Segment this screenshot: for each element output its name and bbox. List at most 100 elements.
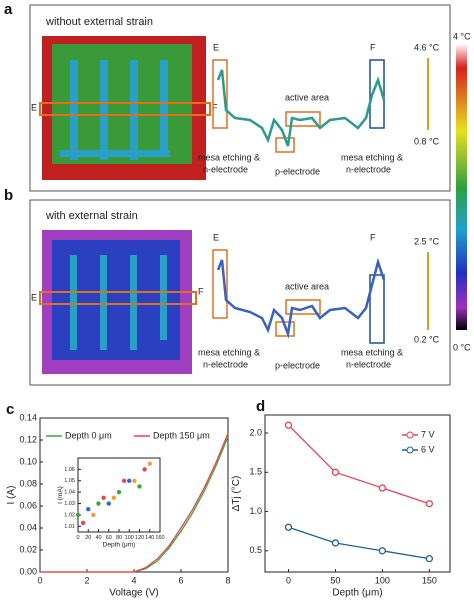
point [142,467,147,472]
annotation: active area [285,92,329,102]
marker: E [213,42,219,52]
series-line [40,433,229,573]
y-tick-label: 0.14 [19,412,37,422]
x-tick-label: 100 [375,575,390,585]
y-tick-label: 2.0 [249,427,262,437]
marker: E [213,232,219,242]
point [378,547,387,555]
x-tick-label: 100 [125,535,134,541]
point [137,484,142,489]
x-tick-label: 0 [286,575,291,585]
axes-frame [264,414,451,573]
box [212,59,228,129]
x-axis-label: Voltage (V) [109,587,158,598]
y-tick-label: 0.10 [19,456,37,466]
frame [29,4,451,192]
y-tick-label: 0.02 [19,544,37,554]
marker: E [31,102,37,112]
profile [216,69,386,147]
scale-label: 0.8 °C [414,136,440,146]
x-tick-label: 140 [145,535,154,541]
point [147,461,152,466]
scale-label: 2.5 °C [414,236,440,246]
box [212,249,228,319]
y-tick-label: 0.06 [19,500,37,510]
marker: F [370,42,376,52]
x-tick-label: 6 [178,575,183,585]
point [127,478,132,483]
series-line [288,526,430,560]
point [284,523,293,531]
point [425,500,433,508]
y-tick-label: 0.5 [249,545,262,555]
x-tick-label: 0 [37,575,42,585]
profile [216,257,386,339]
x-tick-label: 0 [76,535,79,541]
image-stripes [60,60,170,160]
point [86,507,91,512]
annotation: n-electrode [203,164,248,174]
x-axis-label: Depth (μm) [332,587,382,598]
y-tick-label: 0.04 [19,522,37,532]
point [284,421,293,429]
y-tick-label: 1.06 [64,467,75,473]
y-tick-label: 1.5 [249,467,262,477]
box [275,321,295,337]
annotation: n-electrode [346,164,391,174]
box [285,299,321,315]
point [101,495,106,501]
marker: F [212,102,218,112]
y-tick-label: 1.03 [64,501,75,507]
annotation: mesa etching & [341,152,403,162]
annotation: p-electrode [275,166,320,176]
y-axis-label: I (A) [6,486,17,505]
x-axis-label: Depth (μm) [103,541,136,548]
frame [29,199,451,386]
x-tick-label: 4 [131,575,136,585]
panel-title: with external strain [45,210,138,222]
y-tick-label: 1.0 [249,506,262,516]
image-stripes [70,255,167,350]
series-line [288,424,430,505]
x-tick-label: 40 [95,535,101,541]
y-tick-label: 1.04 [64,490,75,496]
point [121,478,127,483]
marker: F [198,286,204,296]
legend-label: 7 V [421,429,435,439]
y-tick-label: 0.12 [19,434,37,444]
box [285,111,321,127]
y-tick-label: 1.02 [64,512,75,518]
colorbar-label: 0 °C [453,342,471,352]
box [369,274,385,344]
colorbar [456,45,467,330]
legend-swatch [406,431,414,439]
y-tick-label: 0.00 [19,566,37,576]
legend-label: Depth 0 μm [65,430,112,440]
y-axis-label: I (mA) [57,486,64,504]
annotation: active area [285,281,329,291]
point [331,468,340,476]
legend-label: Depth 150 μm [153,430,210,440]
axes-frame [77,457,161,533]
scan-line [39,291,197,305]
x-tick-label: 20 [85,535,91,541]
y-axis-label: ΔTj (°C) [231,476,242,512]
x-tick-label: 80 [116,535,122,541]
legend-label: 6 V [421,444,435,454]
point [378,484,387,492]
annotation: mesa etching & [198,347,260,357]
annotation: mesa etching & [198,152,260,162]
y-tick-label: 1.01 [64,524,75,530]
point [106,501,111,506]
y-tick-label: 1.05 [64,478,75,484]
x-tick-label: 160 [155,535,164,541]
box [369,59,385,129]
annotation: mesa etching & [341,347,403,357]
point [425,555,433,563]
scan-line [39,102,211,116]
legend-swatch [406,446,414,454]
colorbar-label: 4 °C [453,31,471,41]
panel-label: c [6,401,14,418]
point [116,489,122,495]
point [75,512,81,518]
